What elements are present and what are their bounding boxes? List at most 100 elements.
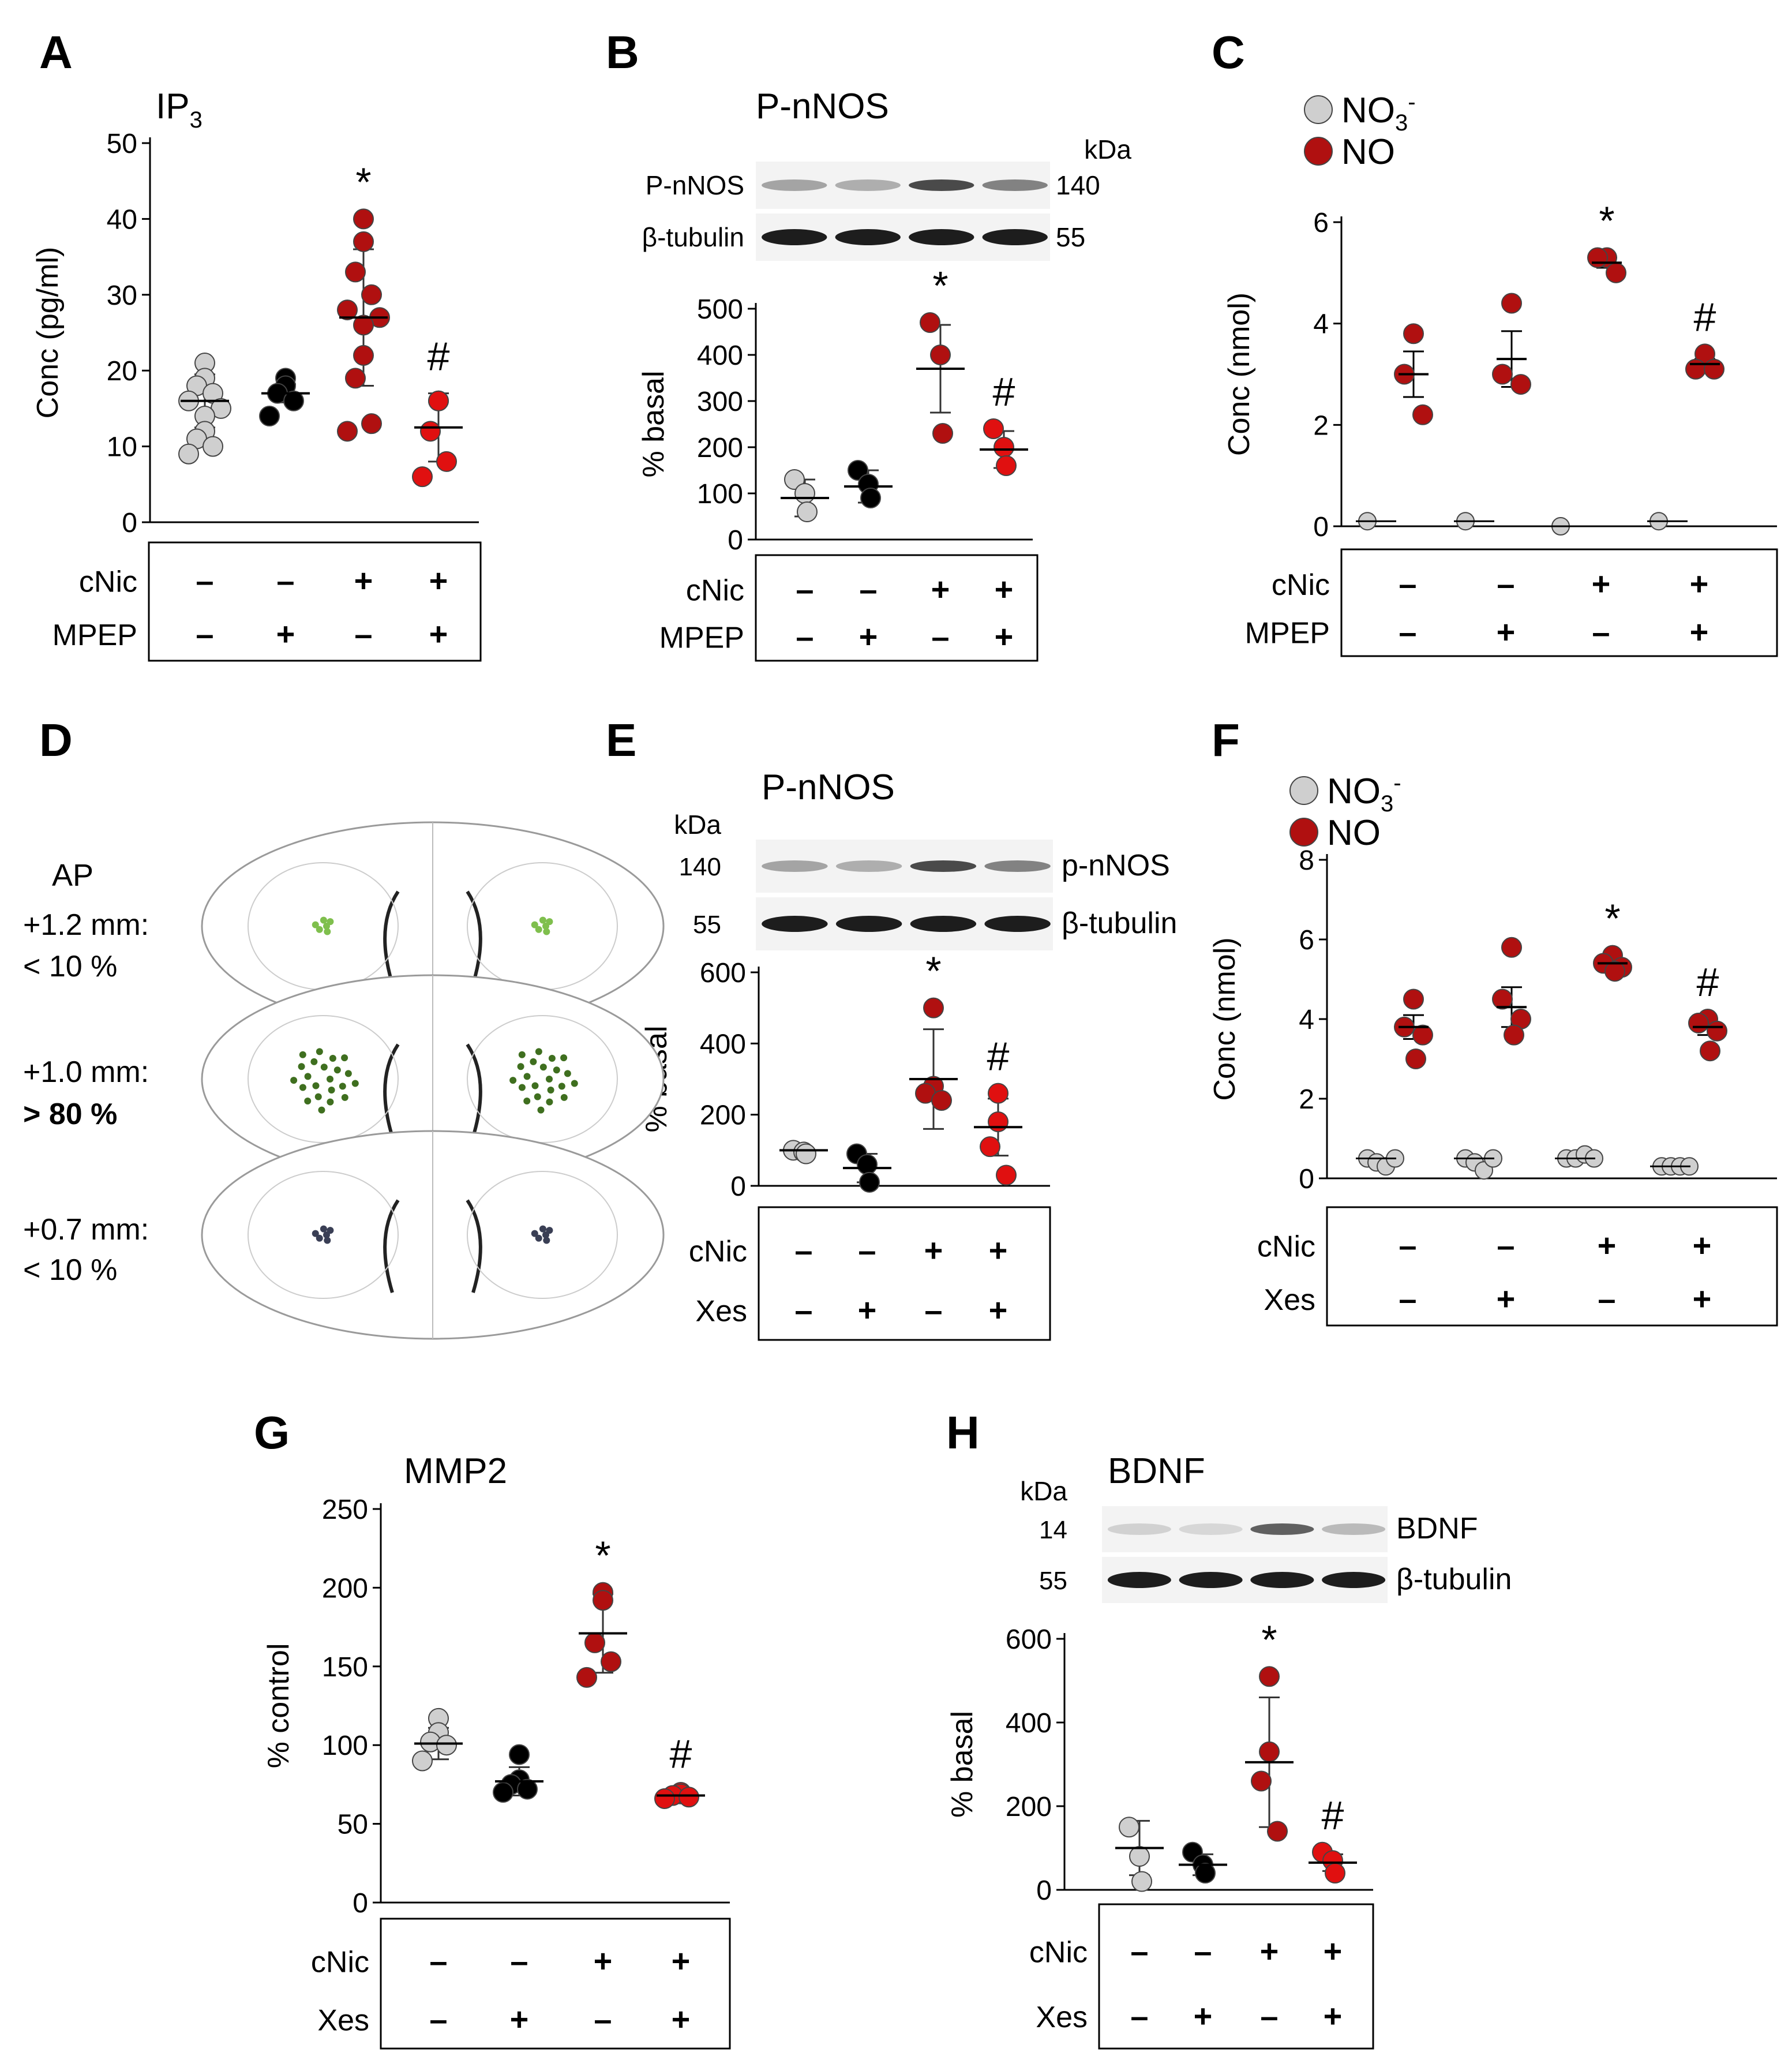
panel-g-row-label: Xes [317, 2004, 369, 2038]
panel-e-blot-band [762, 860, 828, 872]
panel-f-legend-marker [1289, 776, 1318, 805]
panel-c-no-point [1704, 358, 1724, 380]
panel-a-condition-box [148, 541, 482, 662]
injection-site-dot [547, 1087, 554, 1094]
panel-e-condition-sign: – [794, 1232, 812, 1268]
injection-site-dot [341, 1054, 348, 1062]
panel-h-condition-sign: + [1324, 1998, 1343, 2034]
injection-site-dot [324, 1237, 331, 1244]
panel-e-data-point [988, 1111, 1009, 1132]
panel-c-condition-sign: – [1399, 566, 1416, 602]
panel-e-condition-box [758, 1206, 1051, 1341]
panel-g-data-point [678, 1787, 699, 1808]
panel-letter-e: E [606, 714, 636, 766]
panel-c-legend-marker [1304, 95, 1333, 124]
panel-e-data-point [931, 1090, 952, 1111]
panel-a-data-point [203, 436, 223, 457]
panel-a-title: IP3 [156, 87, 203, 133]
panel-h-data-point [1119, 1817, 1139, 1838]
panel-e-ytick-label: 400 [700, 1029, 746, 1059]
panel-h-data-point [1251, 1770, 1272, 1792]
panel-h-row-label: cNic [1029, 1936, 1088, 1969]
panel-b-ytick-label: 200 [697, 433, 743, 463]
injection-site-dot [316, 1048, 323, 1055]
striatum-left [248, 1015, 399, 1143]
panel-g-data-point [412, 1750, 433, 1772]
panel-a-condition-sign: + [354, 563, 373, 599]
panel-e-ytick-label: 600 [700, 958, 746, 988]
panel-g-row-label: cNic [311, 1945, 369, 1979]
panel-b-ytick-label: 400 [697, 340, 743, 371]
injection-site-dot [560, 1054, 568, 1062]
ventricle-left [383, 890, 400, 984]
panel-e-ytick-label: 200 [700, 1100, 746, 1131]
panel-c-condition-sign: + [1690, 566, 1709, 602]
panel-a-ytick-label: 50 [107, 129, 137, 159]
panel-c-condition-sign: – [1497, 566, 1514, 602]
panel-b-data-point [784, 469, 805, 490]
panel-f-condition-sign: + [1693, 1280, 1712, 1317]
panel-a-row-label: MPEP [53, 619, 137, 652]
panel-h-blot-kda: 14 [1039, 1516, 1067, 1544]
panel-a-data-point [283, 390, 304, 411]
panel-a-ytick-label: 10 [107, 432, 137, 463]
panel-a-data-point [345, 368, 366, 389]
ventricle-right [466, 1199, 482, 1293]
panel-h-blot-band [1179, 1572, 1243, 1588]
panel-c-no-point [1685, 358, 1706, 380]
panel-a-data-point [345, 261, 366, 283]
panel-b-data-point [794, 483, 815, 504]
panel-letter-f: F [1212, 714, 1240, 766]
panel-f-ytick-label: 8 [1299, 845, 1314, 876]
panel-g-ytick-label: 150 [322, 1652, 368, 1683]
panel-f-ylabel: Conc (nmol) [1208, 937, 1242, 1100]
ventricle-right [466, 1043, 482, 1137]
panel-a-annotation: # [428, 334, 450, 379]
panel-a-annotation: * [355, 159, 371, 204]
panel-h-blot-band [1322, 1572, 1386, 1588]
injection-site-dot [534, 1093, 541, 1100]
injection-site-dot [320, 1064, 328, 1071]
panel-b-title: P-nNOS [756, 87, 889, 126]
panel-c-condition-sign: + [1690, 613, 1709, 650]
panel-b-data-point [930, 344, 951, 365]
panel-a-condition-sign: – [276, 563, 294, 599]
panel-a-ytick-label: 40 [107, 204, 137, 235]
injection-site-dot [299, 1084, 306, 1091]
injection-site-dot [558, 1083, 565, 1090]
panel-e-data-point [923, 997, 944, 1018]
panel-e-row-label: cNic [689, 1235, 747, 1268]
panel-b-ytick-label: 300 [697, 387, 743, 417]
panel-h-condition-box [1098, 1903, 1374, 2050]
panel-a-ytick-label: 0 [122, 508, 137, 538]
panel-b-blot-band [982, 229, 1048, 245]
panel-b-annotation: * [932, 263, 948, 308]
panel-a-data-point [361, 284, 382, 305]
panel-h-condition-sign: – [1260, 1998, 1278, 2034]
striatum-right [467, 1171, 618, 1299]
panel-e-data-point [996, 1164, 1017, 1186]
injection-site-dot [564, 1070, 571, 1077]
injection-site-dot [543, 1237, 550, 1244]
panel-b-condition-sign: + [995, 571, 1014, 607]
panel-g-condition-box [380, 1918, 731, 2050]
panel-c-annotation: # [1694, 294, 1716, 339]
panel-a-condition-sign: – [196, 616, 213, 652]
panel-f-ytick-label: 6 [1299, 925, 1314, 956]
panel-g-data-point [509, 1744, 530, 1765]
panel-f-annotation: # [1697, 960, 1719, 1005]
injection-site-dot [518, 1051, 526, 1058]
injection-site-dot [523, 1073, 531, 1080]
panel-e-condition-sign: + [858, 1291, 877, 1328]
panel-e-blot-label: β-tubulin [1062, 907, 1177, 940]
panel-e-condition-sign: + [989, 1291, 1008, 1328]
panel-h-blot-unit: kDa [1020, 1476, 1067, 1506]
panel-c-ylabel: Conc (nmol) [1223, 293, 1256, 456]
panel-h-blot-kda: 55 [1039, 1567, 1067, 1595]
panel-f-legend-marker [1289, 818, 1318, 847]
panel-h-title: BDNF [1108, 1451, 1205, 1491]
panel-e-data-point [980, 1136, 1000, 1158]
panel-a-data-point [337, 421, 358, 442]
panel-f-condition-sign: + [1497, 1280, 1516, 1317]
panel-h-condition-sign: + [1194, 1998, 1213, 2034]
